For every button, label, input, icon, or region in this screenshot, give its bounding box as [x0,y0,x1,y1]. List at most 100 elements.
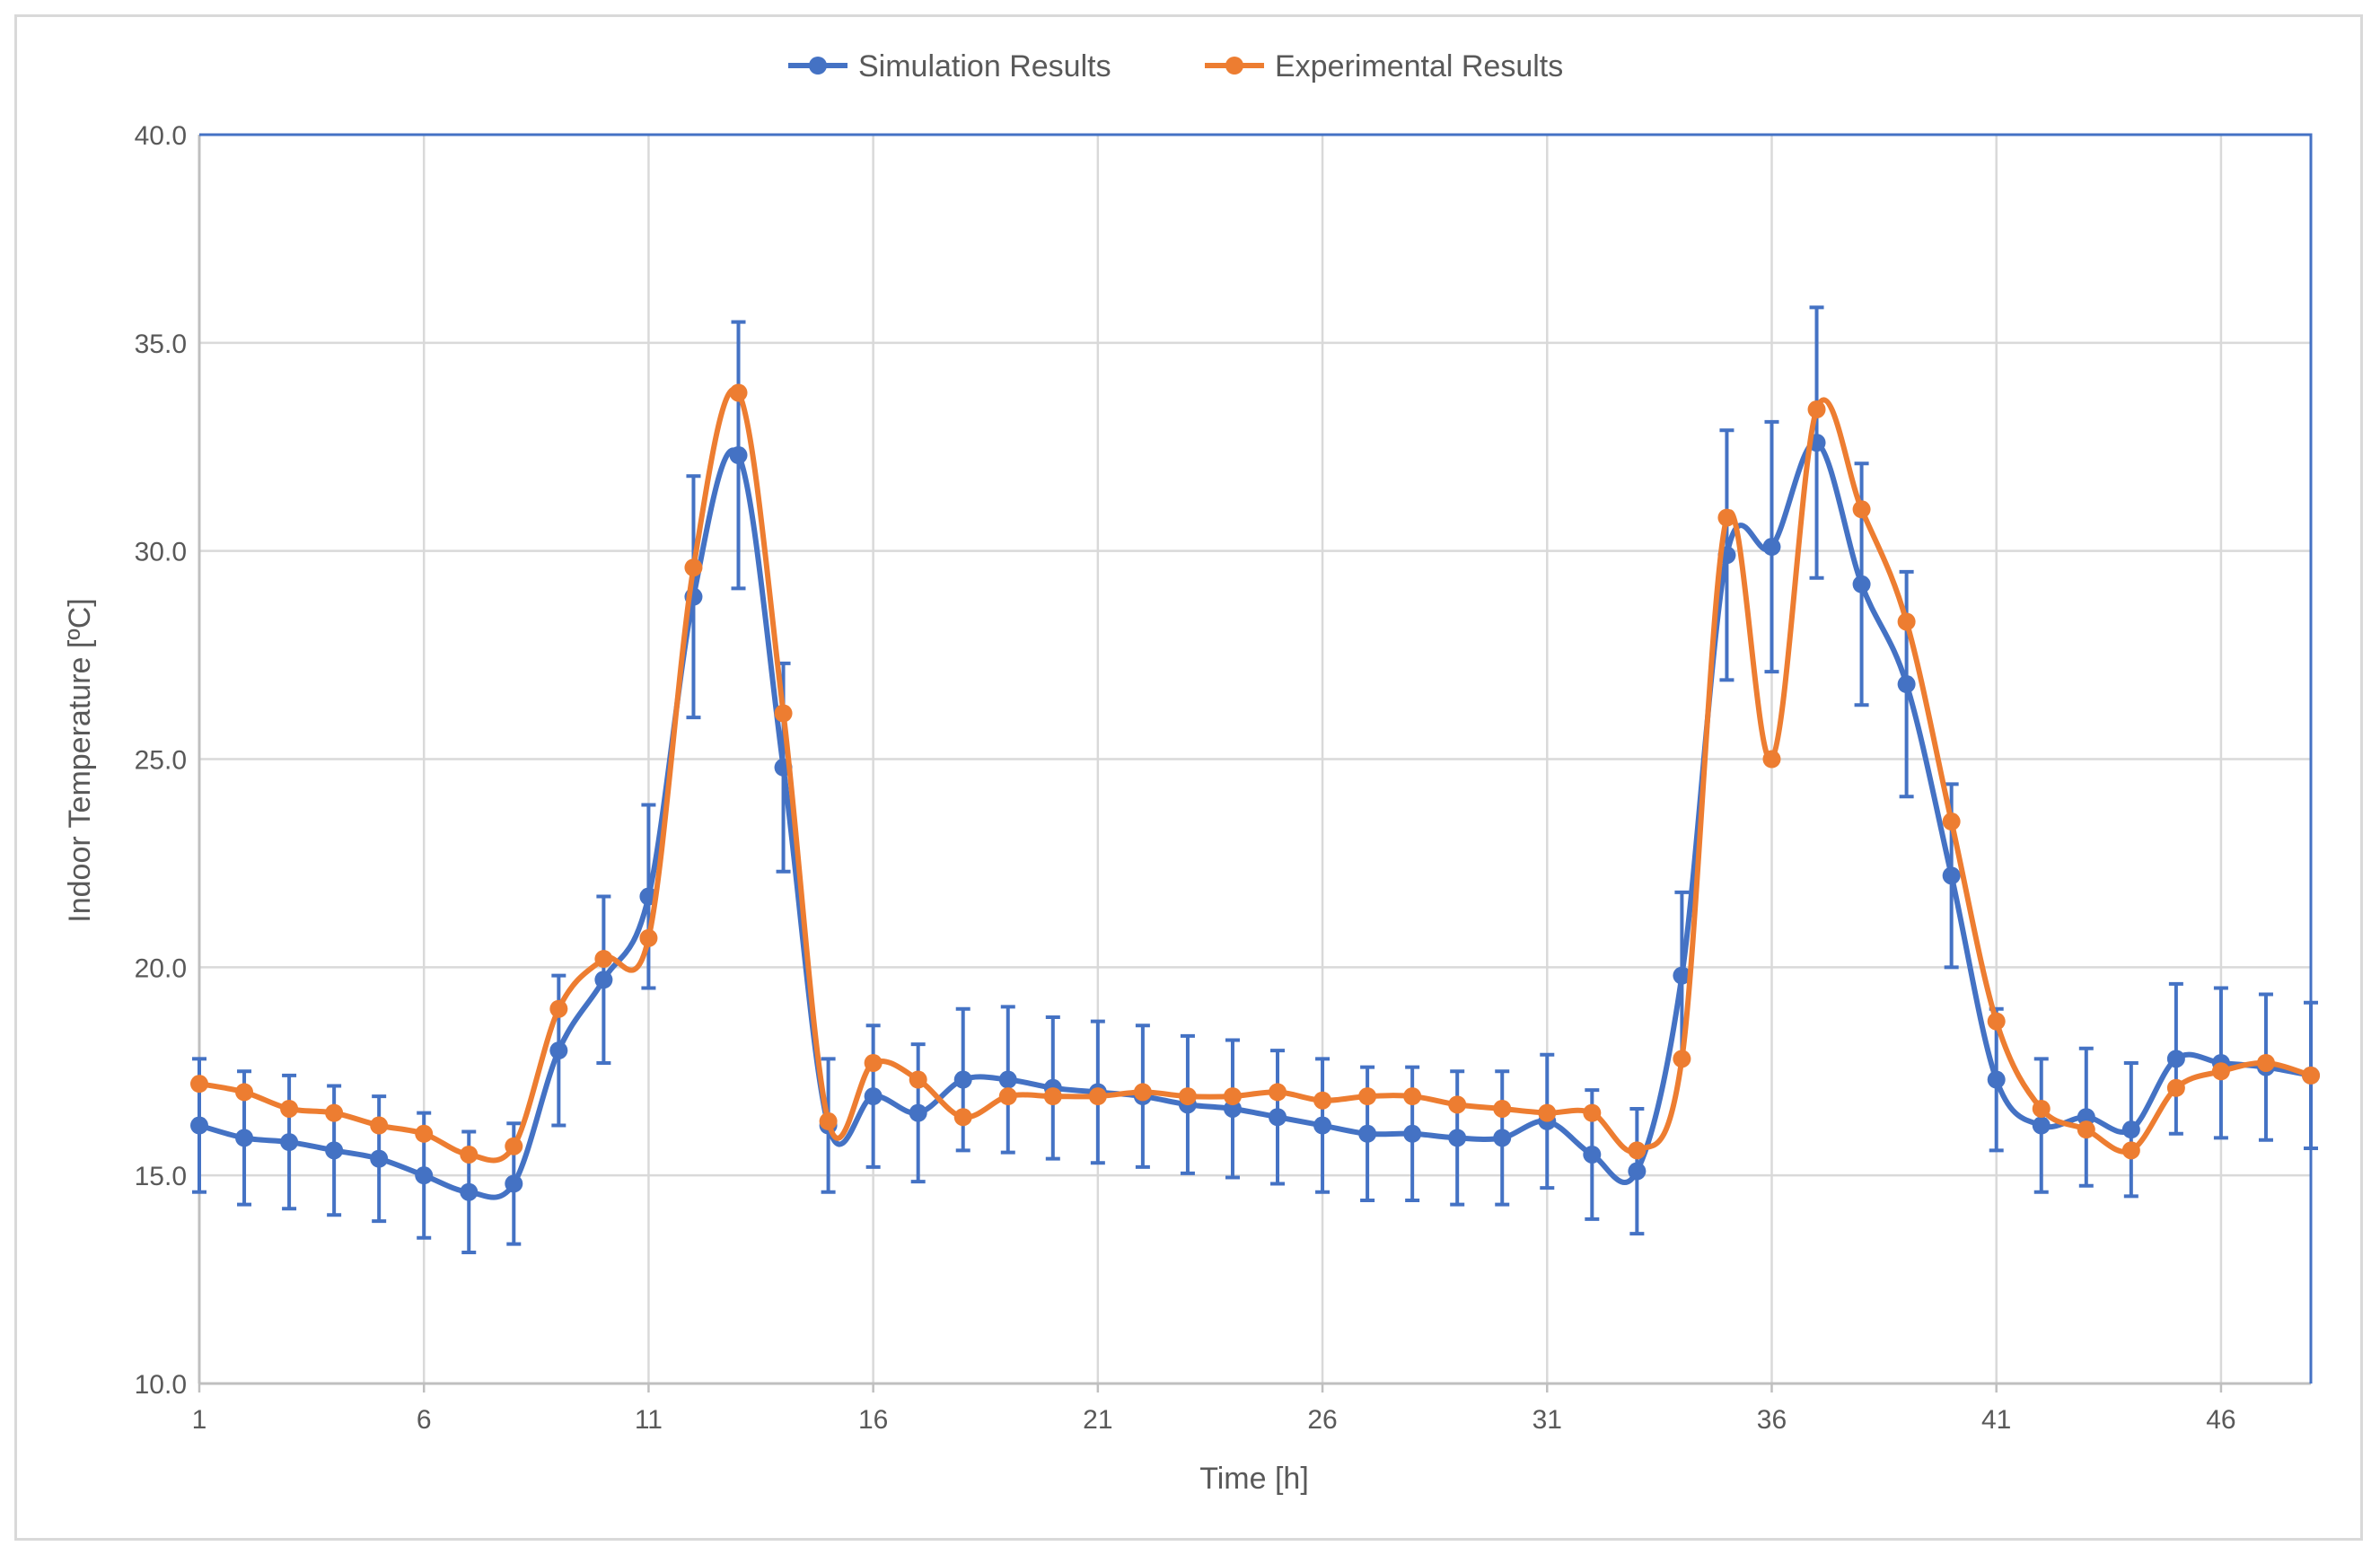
data-point-simulation [953,1070,972,1089]
legend[interactable]: Simulation Results Experimental Results [788,49,1563,83]
data-point-simulation [1987,1070,2006,1089]
data-point-experimental [909,1070,927,1089]
legend-label-experimental: Experimental Results [1275,49,1563,83]
data-point-experimental [2077,1120,2095,1139]
x-tick-label: 26 [1307,1405,1337,1435]
data-point-simulation [1403,1124,1422,1143]
data-point-simulation [2077,1108,2095,1127]
data-point-experimental [1717,508,1736,527]
data-point-simulation [2121,1120,2140,1139]
legend-swatch-simulation-marker [809,57,827,75]
data-point-simulation [549,1041,568,1060]
series-line-experimental [198,386,2312,1164]
y-tick-label: 35.0 [135,329,187,359]
data-point-experimental [460,1145,479,1164]
y-axis-title: Indoor Temperature [ºC] [63,598,97,922]
legend-label-simulation: Simulation Results [858,49,1111,83]
x-tick-label: 11 [635,1405,663,1435]
data-point-experimental [2032,1099,2051,1118]
data-point-simulation [1358,1124,1377,1143]
data-point-experimental [1313,1091,1332,1110]
data-point-simulation [460,1182,479,1201]
data-point-simulation [2032,1116,2051,1135]
data-point-simulation [729,446,748,465]
data-point-experimental [1628,1141,1647,1160]
chart-frame [14,14,2363,1541]
data-point-experimental [594,950,613,969]
data-point-experimental [235,1083,254,1102]
legend-item-experimental[interactable]: Experimental Results [1205,49,1563,83]
data-point-simulation [235,1129,254,1147]
data-point-simulation [998,1070,1017,1089]
y-tick-label: 30.0 [135,538,187,567]
data-point-experimental [2121,1141,2140,1160]
grid-layer [199,135,2311,1384]
data-point-simulation [280,1133,299,1152]
data-point-simulation [1673,966,1691,985]
x-tick-label: 36 [1757,1405,1787,1435]
data-point-experimental [684,558,703,577]
y-tick-label: 10.0 [135,1370,187,1400]
data-point-experimental [505,1137,523,1155]
data-point-experimental [2166,1078,2185,1097]
data-point-experimental [819,1111,838,1130]
data-point-simulation [415,1166,434,1185]
data-point-experimental [1762,750,1781,769]
data-point-experimental [1852,500,1871,519]
x-tick-label: 6 [417,1405,432,1435]
y-tick-label: 40.0 [135,121,187,151]
data-point-experimental [774,704,793,723]
data-point-simulation [909,1103,927,1122]
x-tick-label: 21 [1083,1405,1112,1435]
data-point-experimental [864,1053,883,1072]
x-tick-label: 46 [2206,1405,2235,1435]
data-point-experimental [1583,1103,1602,1122]
data-point-experimental [998,1087,1017,1106]
x-tick-label: 31 [1533,1405,1562,1435]
data-point-experimental [2211,1062,2230,1081]
data-point-simulation [2166,1050,2185,1068]
legend-item-simulation[interactable]: Simulation Results [788,49,1111,83]
data-point-experimental [1807,400,1826,419]
data-point-experimental [1448,1095,1467,1114]
axis-layer: 10.015.020.025.030.035.040.01 6 11 16 21 26 31… [135,121,2313,1435]
data-point-experimental [953,1108,972,1127]
data-point-experimental [1987,1012,2006,1031]
data-point-experimental [1538,1103,1557,1122]
x-axis-title: Time [h] [1199,1462,1309,1496]
data-point-experimental [1178,1087,1197,1106]
data-point-simulation [1897,675,1916,694]
data-point-experimental [1358,1087,1377,1106]
data-point-experimental [325,1103,344,1122]
y-tick-label: 20.0 [135,953,187,983]
x-tick-label: 1 [192,1405,207,1435]
data-point-simulation [1493,1129,1512,1147]
x-tick-label: 16 [858,1405,888,1435]
legend-swatch-experimental-marker [1225,57,1243,75]
data-point-simulation [1269,1108,1287,1127]
data-point-experimental [190,1075,208,1094]
data-point-simulation [864,1087,883,1106]
data-point-simulation [1852,575,1871,593]
y-tick-label: 25.0 [135,746,187,776]
data-point-experimental [1403,1087,1422,1106]
data-point-experimental [639,928,658,947]
data-point-experimental [280,1099,299,1118]
data-point-experimental [549,999,568,1018]
x-tick-label: 41 [1981,1405,2011,1435]
data-point-experimental [1269,1083,1287,1102]
data-point-simulation [190,1116,208,1135]
data-point-simulation [370,1149,389,1168]
data-point-experimental [1897,612,1916,631]
data-point-simulation [1942,866,1961,885]
data-point-simulation [1628,1162,1647,1181]
series-layer [190,383,2320,1201]
data-point-experimental [370,1116,389,1135]
data-point-experimental [1673,1050,1691,1068]
plot-border [199,133,2313,1384]
data-point-experimental [1133,1083,1152,1102]
data-point-experimental [415,1124,434,1143]
data-point-simulation [594,971,613,989]
data-point-simulation [1583,1145,1602,1164]
